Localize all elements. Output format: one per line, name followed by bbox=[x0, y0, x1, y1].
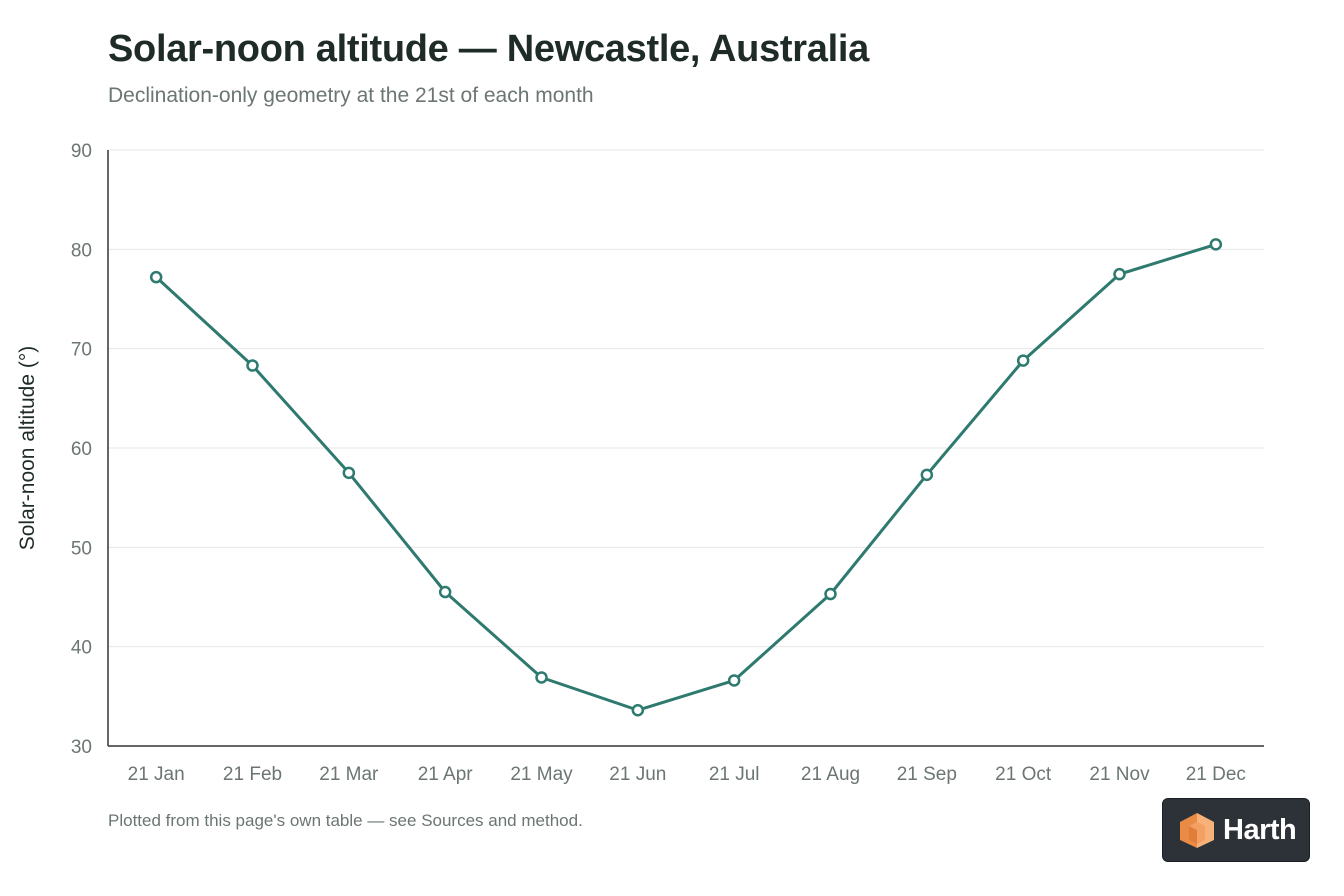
series-line-path bbox=[154, 242, 1218, 712]
y-tick-label: 60 bbox=[71, 439, 92, 460]
x-tick-label: 21 Jun bbox=[609, 764, 666, 785]
series-line bbox=[154, 242, 1218, 712]
brand-logo[interactable]: Harth bbox=[1162, 798, 1310, 862]
y-tick-label: 70 bbox=[71, 340, 92, 361]
x-tick-label: 21 Sep bbox=[897, 764, 957, 785]
y-tick-label: 40 bbox=[71, 638, 92, 659]
footnote: Plotted from this page's own table — see… bbox=[108, 811, 583, 830]
data-point[interactable] bbox=[1209, 238, 1223, 251]
x-tick-label: 21 Dec bbox=[1186, 764, 1246, 785]
x-tick-label: 21 Jan bbox=[128, 764, 185, 785]
y-tick-label: 80 bbox=[71, 240, 92, 261]
y-tick-label: 90 bbox=[71, 141, 92, 162]
x-tick-label: 21 Feb bbox=[223, 764, 282, 785]
chart-subtitle: Declination-only geometry at the 21st of… bbox=[108, 84, 594, 107]
y-tick-label: 30 bbox=[71, 737, 92, 758]
brand-name: Harth bbox=[1223, 813, 1297, 846]
data-point[interactable] bbox=[920, 468, 934, 482]
grid-lines bbox=[108, 149, 1264, 648]
data-point[interactable] bbox=[149, 270, 163, 284]
x-tick-label: 21 Aug bbox=[801, 764, 860, 785]
x-tick-label: 21 Mar bbox=[319, 764, 379, 785]
x-tick-label: 21 May bbox=[510, 764, 573, 785]
data-point[interactable] bbox=[535, 671, 548, 684]
x-tick-label: 21 Apr bbox=[418, 764, 474, 785]
x-tick-label: 21 Jul bbox=[709, 764, 760, 785]
data-point[interactable] bbox=[824, 587, 837, 601]
data-point[interactable] bbox=[438, 585, 452, 599]
x-tick-labels: 21 Jan 21 Feb 21 Mar 21 Apr 21 May 21 Jun 21 J… bbox=[128, 764, 1246, 785]
data-point[interactable] bbox=[1113, 267, 1126, 281]
chart-title: Solar-noon altitude — Newcastle, Austral… bbox=[108, 28, 869, 70]
x-tick-label: 21 Nov bbox=[1089, 764, 1150, 785]
data-point[interactable] bbox=[1016, 354, 1030, 367]
data-point[interactable] bbox=[342, 466, 356, 480]
orange-cube-icon bbox=[1180, 813, 1214, 848]
axes bbox=[107, 150, 1264, 747]
y-axis-label: Solar-noon altitude (°) bbox=[16, 346, 39, 551]
y-tick-labels: 30 40 50 60 70 80 90 bbox=[71, 141, 92, 758]
x-tick-label: 21 Oct bbox=[995, 764, 1052, 785]
data-point[interactable] bbox=[246, 359, 259, 372]
y-tick-label: 50 bbox=[71, 538, 92, 559]
data-point[interactable] bbox=[727, 674, 741, 687]
data-point[interactable] bbox=[631, 703, 645, 717]
series-points bbox=[149, 238, 1223, 717]
